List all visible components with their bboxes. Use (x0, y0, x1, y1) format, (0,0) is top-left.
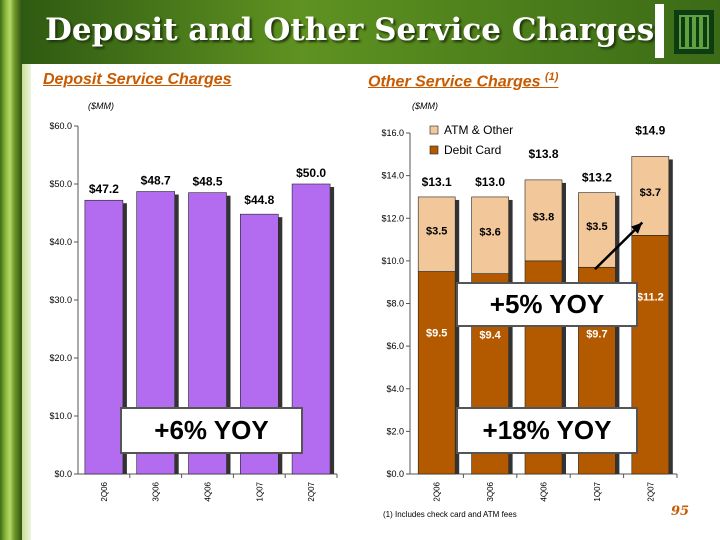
deposit-bar (84, 199, 124, 475)
trend-arrow-head (630, 222, 643, 234)
left-yoy-callout: +6% YOY (120, 407, 303, 454)
deposit-value-label: $48.7 (141, 174, 171, 188)
left-x-tick-label: 2Q07 (307, 481, 316, 501)
legend-swatch-debit-card (429, 145, 439, 155)
legend-label-atm-other: ATM & Other (444, 123, 513, 137)
debit-card-value-label: $11.2 (637, 291, 664, 303)
right-chart-subtitle-text: Other Service Charges (368, 73, 541, 91)
stacked-bar-shadow (508, 199, 513, 474)
atm-other-bar (631, 156, 670, 236)
stacked-bar-shadow (615, 195, 620, 475)
left-y-tick-label: $60.0 (49, 121, 72, 131)
left-y-tick-label: $40.0 (49, 237, 72, 247)
debit-card-value-label: $9.7 (586, 328, 607, 340)
footnote-marker: (1) (544, 71, 559, 83)
debit-card-value-label: $9.4 (479, 330, 501, 342)
right-chart-subtitle: Other Service Charges (1) (368, 71, 558, 91)
left-decor-strip (22, 0, 31, 540)
right-y-tick-label: $12.0 (381, 213, 404, 223)
logo-icon (679, 15, 709, 49)
deposit-bar-shadow (278, 217, 283, 474)
right-y-tick-label: $2.0 (386, 426, 404, 436)
right-yoy-callout-atm: +5% YOY (456, 282, 638, 327)
deposit-bar-shadow (330, 187, 335, 474)
debit-card-bar (417, 271, 456, 475)
page-title: Deposit and Other Service Charges (45, 12, 655, 48)
left-chart-unit: ($MM) (88, 101, 114, 111)
left-chart-subtitle: Deposit Service Charges (43, 71, 232, 88)
deposit-bar-shadow (122, 203, 127, 475)
left-x-tick-label: 2Q06 (100, 481, 109, 501)
left-y-tick-label: $20.0 (49, 353, 72, 363)
company-logo (674, 10, 714, 54)
right-y-tick-label: $4.0 (386, 384, 404, 394)
atm-other-value-label: $3.5 (586, 221, 607, 233)
atm-other-bar (524, 179, 563, 262)
atm-other-value-label: $3.6 (479, 226, 500, 238)
total-value-label: $13.0 (475, 175, 505, 189)
right-y-tick-label: $10.0 (381, 256, 404, 266)
left-y-tick-label: $0.0 (54, 469, 72, 479)
right-y-tick-label: $8.0 (386, 299, 404, 309)
right-x-tick-label: 4Q06 (540, 481, 549, 501)
right-x-tick-label: 2Q06 (433, 481, 442, 501)
legend-label-debit-card: Debit Card (444, 143, 501, 157)
left-y-tick-label: $10.0 (49, 411, 72, 421)
left-y-tick-label: $50.0 (49, 179, 72, 189)
right-x-tick-label: 2Q07 (646, 481, 655, 501)
left-x-tick-label: 1Q07 (255, 481, 264, 501)
title-bar (22, 0, 720, 64)
left-y-tick-label: $30.0 (49, 295, 72, 305)
legend-swatch-atm-other (429, 125, 439, 135)
atm-other-value-label: $3.5 (426, 226, 447, 238)
right-y-tick-label: $14.0 (381, 171, 404, 181)
page-number: 95 (671, 504, 690, 519)
deposit-value-label: $47.2 (89, 182, 119, 196)
footnote: (1) Includes check card and ATM fees (383, 510, 517, 519)
stacked-bar-shadow (668, 159, 673, 474)
right-x-tick-label: 1Q07 (593, 481, 602, 501)
logo-divider (655, 4, 664, 58)
total-value-label: $13.1 (422, 175, 452, 189)
deposit-value-label: $44.8 (244, 193, 274, 207)
stacked-bar-shadow (455, 199, 460, 474)
right-y-tick-label: $0.0 (386, 469, 404, 479)
left-x-tick-label: 4Q06 (204, 481, 213, 501)
right-chart-unit: ($MM) (412, 101, 438, 111)
total-value-label: $13.2 (582, 171, 612, 185)
deposit-bar-shadow (174, 194, 179, 475)
right-x-tick-label: 3Q06 (486, 481, 495, 501)
debit-card-value-label: $9.5 (426, 328, 447, 340)
deposit-bar-shadow (226, 195, 231, 474)
right-yoy-callout-debit: +18% YOY (456, 407, 638, 454)
stacked-bar-shadow (562, 182, 566, 474)
trend-arrow-line (594, 221, 644, 271)
deposit-value-label: $48.5 (192, 175, 222, 189)
atm-other-value-label: $3.8 (533, 211, 554, 223)
total-value-label: $14.9 (635, 123, 665, 137)
total-value-label: $13.8 (528, 147, 558, 161)
left-x-tick-label: 3Q06 (152, 481, 161, 501)
deposit-value-label: $50.0 (296, 166, 326, 180)
right-y-tick-label: $16.0 (381, 128, 404, 138)
right-y-tick-label: $6.0 (386, 341, 404, 351)
atm-other-value-label: $3.7 (640, 187, 661, 199)
left-decor-bar (0, 0, 22, 540)
